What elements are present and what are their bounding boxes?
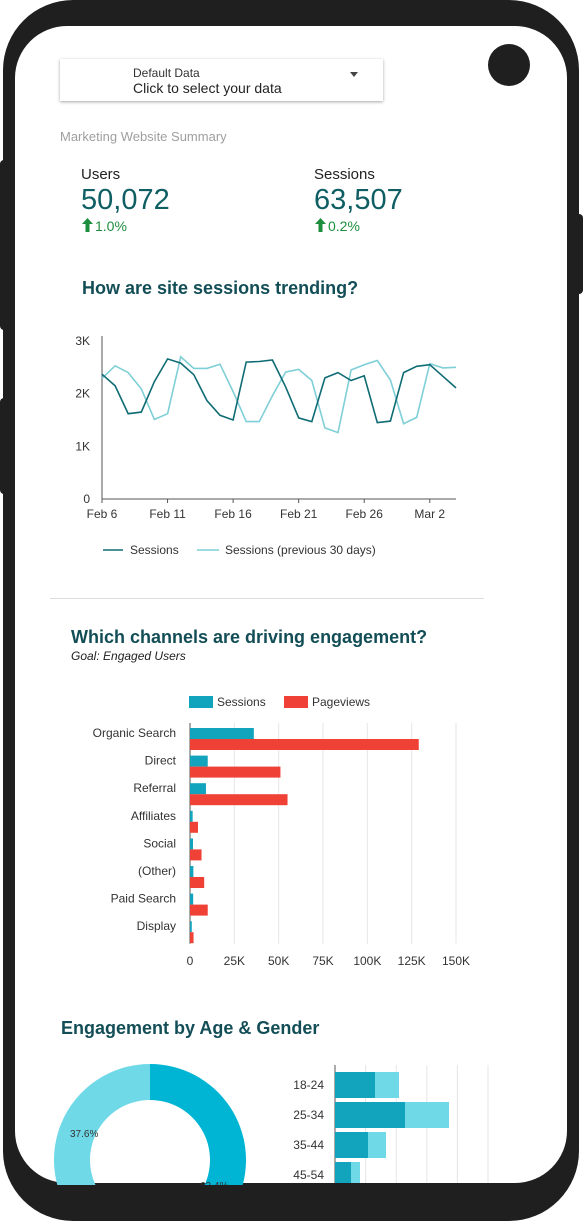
arrow-up-icon	[315, 218, 326, 237]
category-label: Display	[137, 919, 176, 933]
donut-slice	[54, 1064, 150, 1185]
sessions-bar	[190, 810, 193, 822]
age-label: 25-34	[293, 1108, 324, 1122]
age-bar-segment	[335, 1162, 351, 1183]
legend-pageviews-label: Pageviews	[312, 695, 370, 709]
y-tick-label: 2K	[75, 387, 90, 401]
channels-subtitle: Goal: Engaged Users	[71, 649, 186, 663]
kpi-sessions-delta: 0.2%	[328, 218, 360, 234]
legend-sessions-label: Sessions	[217, 695, 266, 709]
phone-screen	[15, 26, 567, 1183]
age-bar-segment	[335, 1072, 375, 1098]
kpi-sessions-label: Sessions	[314, 166, 375, 183]
pageviews-bar	[190, 766, 281, 778]
sessions-bar	[190, 728, 254, 739]
report-title: Marketing Website Summary	[60, 129, 227, 144]
sessions-bar	[190, 755, 208, 767]
kpi-users-label: Users	[81, 166, 121, 183]
sessions-bar	[190, 866, 194, 877]
age-label: 18-24	[293, 1078, 324, 1092]
legend-sessions-swatch	[189, 696, 213, 708]
x-tick-label: 75K	[312, 954, 333, 968]
category-label: Paid Search	[111, 892, 176, 906]
pageviews-bar	[190, 904, 208, 916]
sessions-bar	[190, 921, 192, 933]
sessions-bar	[190, 783, 206, 795]
pageviews-bar	[190, 794, 288, 806]
x-tick-label: Feb 6	[87, 507, 118, 521]
category-label: Organic Search	[93, 726, 176, 740]
sessions-series-line	[101, 357, 457, 424]
age-bar-chart: 18-24 25-34 35-44 45-54	[293, 1065, 489, 1183]
data-source-dropdown[interactable]	[60, 59, 383, 101]
legend-pageviews-swatch	[284, 696, 308, 708]
donut-slice-label: 37.6%	[70, 1129, 98, 1140]
age-bar-segment	[335, 1132, 368, 1158]
pageviews-bar	[190, 821, 198, 833]
side-button-left	[0, 398, 8, 494]
kpi-sessions-value: 63,507	[314, 184, 403, 216]
x-tick-label: Feb 21	[280, 507, 318, 521]
sessions-trend-title: How are site sessions trending?	[82, 278, 359, 298]
age-bar-segment	[368, 1132, 386, 1158]
sessions-line-chart: 0 1K 2K 3K Feb 6 Feb 11 Feb 16 Feb 21 Feb 26 Mar …	[75, 334, 457, 557]
age-bar-segment	[351, 1162, 360, 1183]
age-label: 35-44	[293, 1138, 324, 1152]
x-tick-label: 125K	[398, 954, 426, 968]
category-label: Referral	[133, 781, 176, 795]
power-button	[575, 214, 583, 294]
pageviews-bar	[190, 849, 202, 861]
legend-sessions-label: Sessions	[130, 543, 179, 557]
x-tick-label: 50K	[268, 954, 289, 968]
age-bar-segment	[375, 1072, 399, 1098]
sessions-bar	[190, 893, 194, 905]
gender-donut-chart: 37.6% 62.4%	[54, 1064, 246, 1185]
x-tick-label: Feb 26	[346, 507, 384, 521]
dropdown-label: Default Data	[133, 66, 200, 80]
x-tick-label: Mar 2	[414, 507, 445, 521]
category-label: Direct	[145, 754, 177, 768]
y-tick-label: 1K	[75, 439, 90, 453]
x-tick-label: 25K	[224, 954, 245, 968]
channels-title: Which channels are driving engagement?	[71, 627, 428, 647]
pageviews-bar	[190, 877, 205, 888]
section-divider	[50, 598, 484, 599]
category-label: Social	[143, 836, 176, 850]
kpi-users-value: 50,072	[81, 184, 170, 216]
previous-sessions-series-line	[101, 355, 457, 434]
category-label: Affiliates	[131, 809, 176, 823]
front-camera	[488, 44, 530, 86]
dropdown-value[interactable]: Click to select your data	[133, 80, 282, 96]
legend-previous-label: Sessions (previous 30 days)	[225, 543, 376, 557]
y-tick-label: 0	[83, 492, 90, 506]
arrow-up-icon	[82, 218, 93, 237]
channels-bar-chart: Sessions Pageviews 0 25K 50K 75K 100K 125K 150K O…	[93, 695, 470, 968]
pageviews-bar	[190, 739, 419, 750]
donut-slice-label: 62.4%	[200, 1181, 228, 1185]
x-tick-label: 0	[187, 954, 194, 968]
x-tick-label: 150K	[442, 954, 470, 968]
x-tick-label: Feb 16	[214, 507, 252, 521]
volume-button	[0, 160, 8, 330]
age-bar-segment	[405, 1102, 449, 1128]
x-tick-label: Feb 11	[149, 507, 186, 521]
pageviews-bar	[190, 932, 194, 944]
sessions-bar	[190, 838, 194, 850]
chevron-down-icon[interactable]	[350, 72, 358, 77]
category-label: (Other)	[138, 864, 176, 878]
x-tick-label: 100K	[353, 954, 381, 968]
donut-slice	[150, 1064, 246, 1185]
y-tick-label: 3K	[75, 334, 90, 348]
age-bar-segment	[335, 1102, 405, 1128]
kpi-users-delta: 1.0%	[95, 218, 127, 234]
age-gender-title: Engagement by Age & Gender	[61, 1018, 320, 1038]
age-label: 45-54	[293, 1168, 324, 1182]
